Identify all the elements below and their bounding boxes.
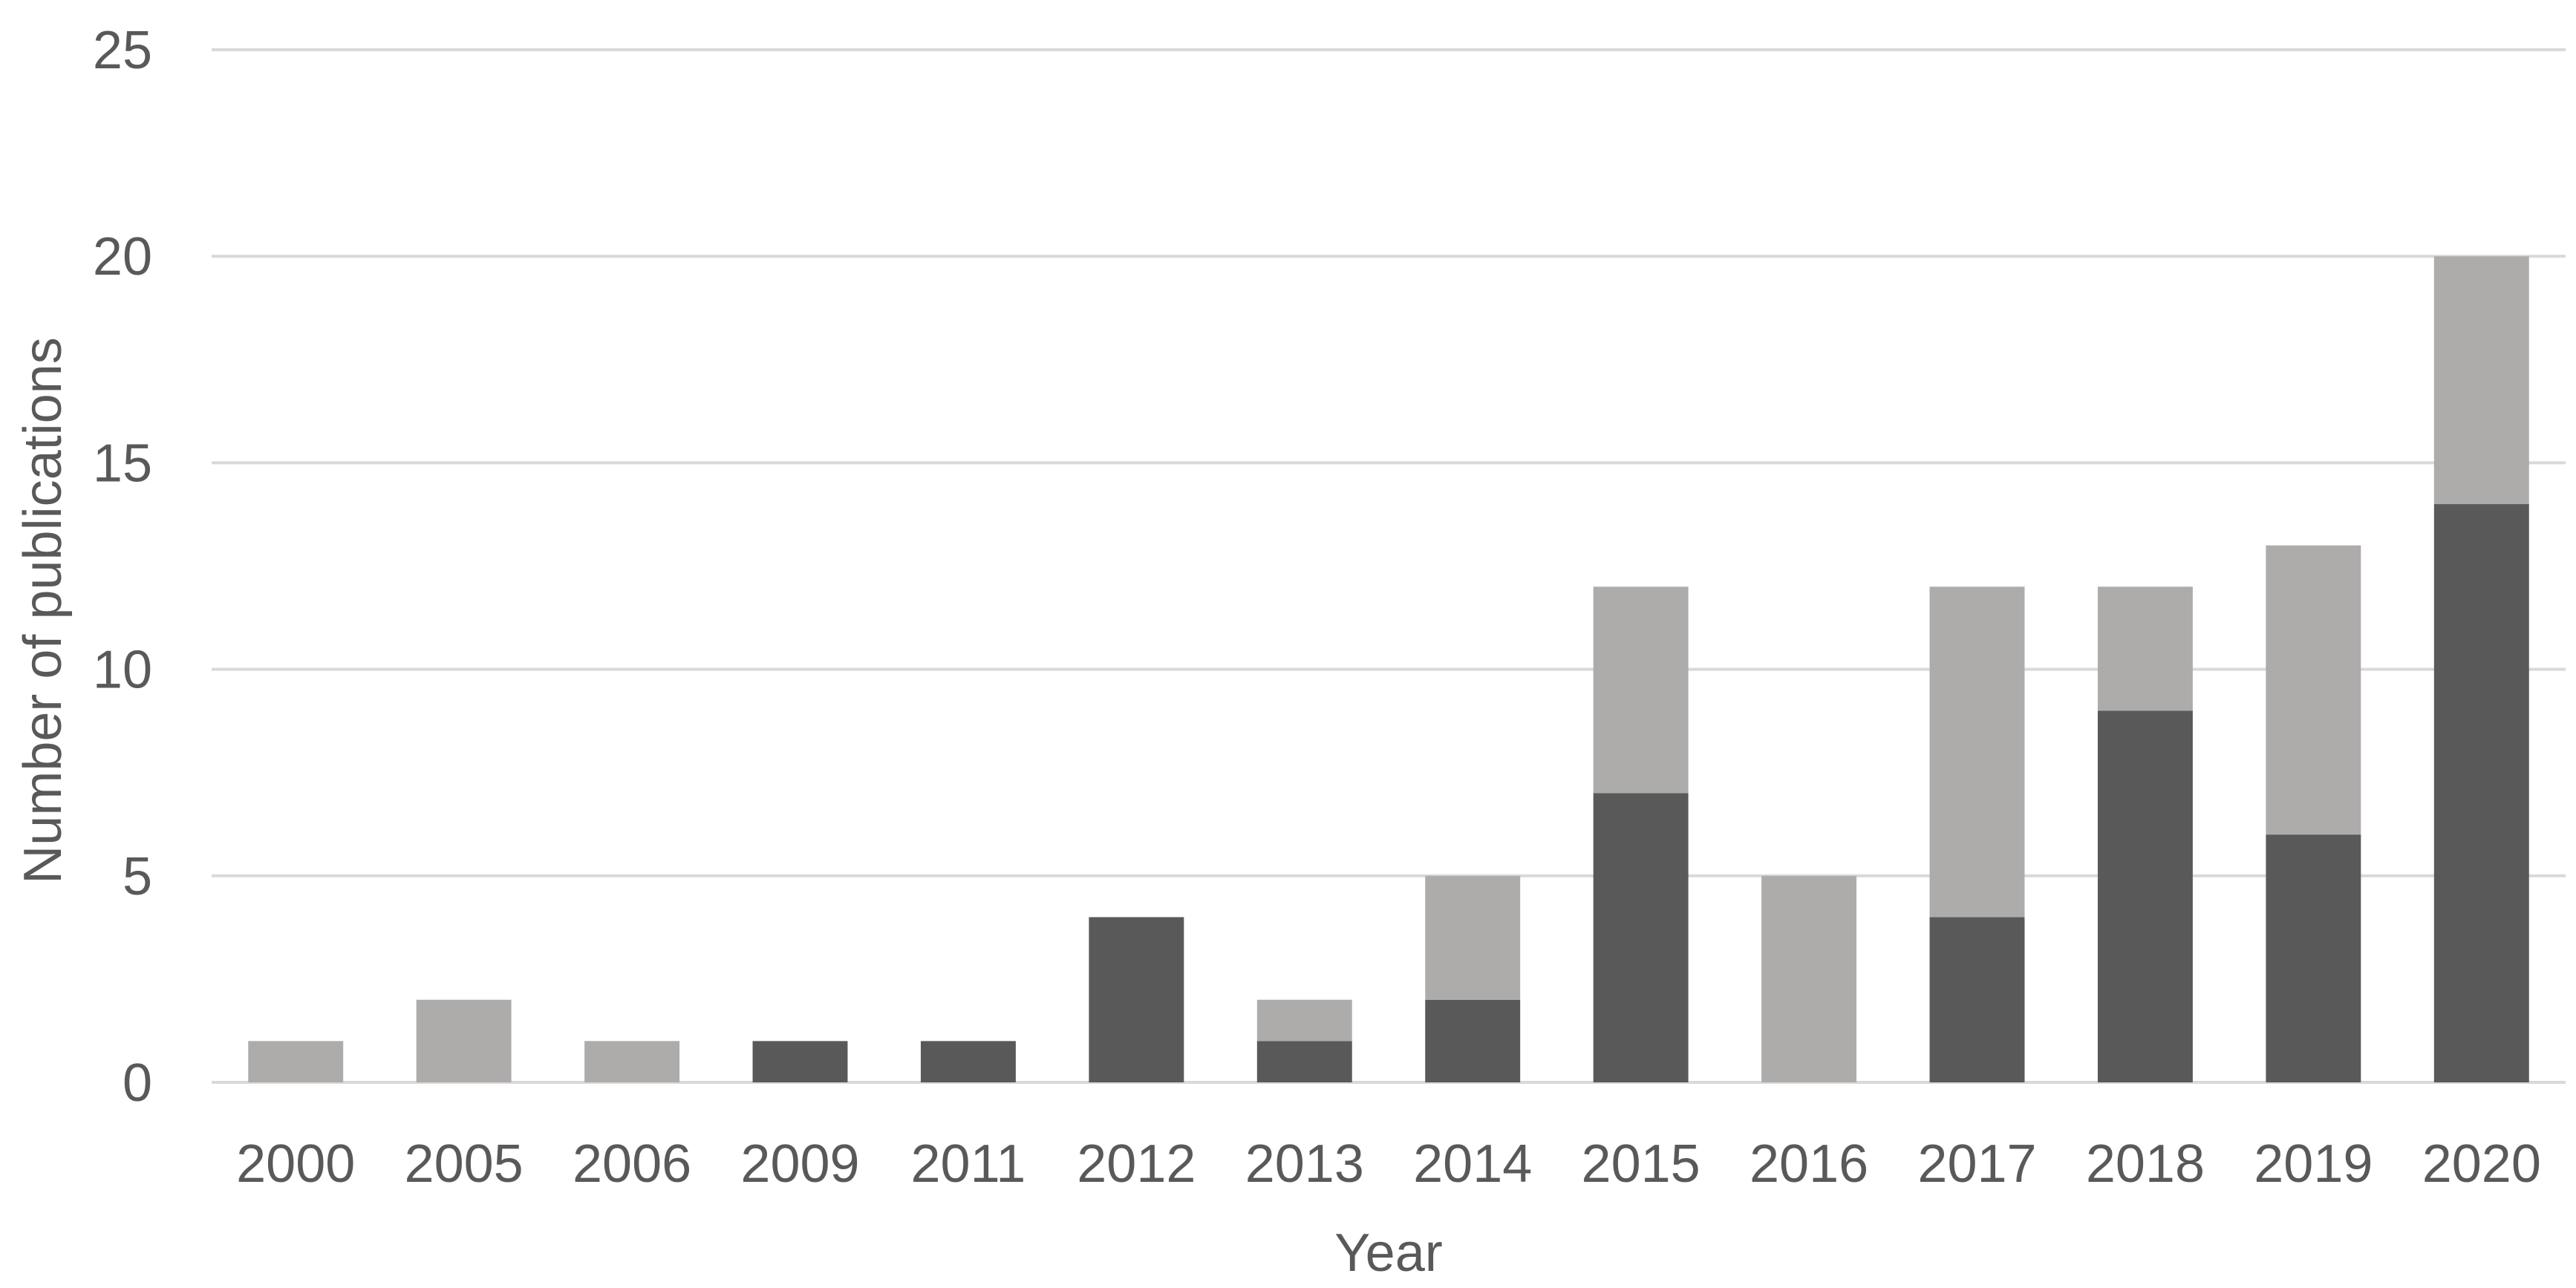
y-tick-label: 15 bbox=[93, 434, 152, 493]
x-tick-label: 2005 bbox=[405, 1134, 524, 1194]
y-tick-label: 0 bbox=[123, 1053, 152, 1113]
bar-segment-2016-series-2 bbox=[1761, 875, 1857, 1082]
bar-segment-2017-series-2 bbox=[1929, 586, 2025, 918]
x-tick-label: 2020 bbox=[2422, 1134, 2541, 1194]
x-tick-label: 2013 bbox=[1245, 1134, 1364, 1194]
bar-segment-2018-series-2 bbox=[2097, 586, 2193, 711]
bar-segment-2005-series-2 bbox=[416, 999, 512, 1082]
x-tick-label: 2017 bbox=[1917, 1134, 2036, 1194]
bar-segment-2019-series-1 bbox=[2266, 834, 2361, 1082]
bar-segment-2006-series-2 bbox=[584, 1041, 680, 1082]
x-tick-label: 2019 bbox=[2254, 1134, 2373, 1194]
y-axis-title: Number of publications bbox=[13, 337, 73, 883]
y-axis-ticks: 0 5 10 15 20 25 bbox=[93, 21, 152, 1113]
bar-segment-2020-series-1 bbox=[2433, 504, 2529, 1082]
x-tick-label: 2009 bbox=[740, 1134, 859, 1194]
x-axis-ticks: 2000 2005 2006 2009 2011 2012 2013 2014 2015 2016… bbox=[236, 1134, 2541, 1194]
y-tick-label: 25 bbox=[93, 21, 152, 80]
x-tick-label: 2006 bbox=[573, 1134, 691, 1194]
x-tick-label: 2012 bbox=[1077, 1134, 1196, 1194]
bar-segment-2020-series-2 bbox=[2433, 256, 2529, 505]
bar-segment-2019-series-2 bbox=[2266, 545, 2361, 835]
x-axis-title: Year bbox=[1334, 1223, 1442, 1283]
bar-segment-2011-series-1 bbox=[920, 1041, 1016, 1082]
x-tick-label: 2018 bbox=[2086, 1134, 2205, 1194]
x-tick-label: 2016 bbox=[1750, 1134, 1868, 1194]
y-tick-label: 20 bbox=[93, 227, 152, 287]
x-tick-label: 2011 bbox=[911, 1134, 1026, 1194]
bar-segment-2012-series-1 bbox=[1089, 917, 1184, 1082]
x-tick-label: 2015 bbox=[1582, 1134, 1701, 1194]
gridlines bbox=[212, 48, 2566, 1084]
x-tick-label: 2014 bbox=[1413, 1134, 1532, 1194]
x-tick-label: 2000 bbox=[236, 1134, 355, 1194]
bar-segment-2015-series-1 bbox=[1593, 793, 1689, 1082]
bar-segment-2018-series-1 bbox=[2097, 710, 2193, 1082]
bar-segment-2017-series-1 bbox=[1929, 917, 2025, 1082]
bar-segment-2013-series-1 bbox=[1256, 1041, 1352, 1082]
bar-segment-2014-series-2 bbox=[1425, 875, 1521, 1000]
bar-segment-2013-series-2 bbox=[1256, 999, 1352, 1042]
bar-segment-2009-series-1 bbox=[752, 1041, 848, 1082]
y-tick-label: 5 bbox=[123, 847, 152, 906]
bar-segment-2015-series-2 bbox=[1593, 586, 1689, 794]
bar-segment-2000-series-2 bbox=[248, 1041, 344, 1082]
bars bbox=[248, 256, 2529, 1082]
y-tick-label: 10 bbox=[93, 641, 152, 700]
bar-segment-2014-series-1 bbox=[1425, 999, 1521, 1082]
